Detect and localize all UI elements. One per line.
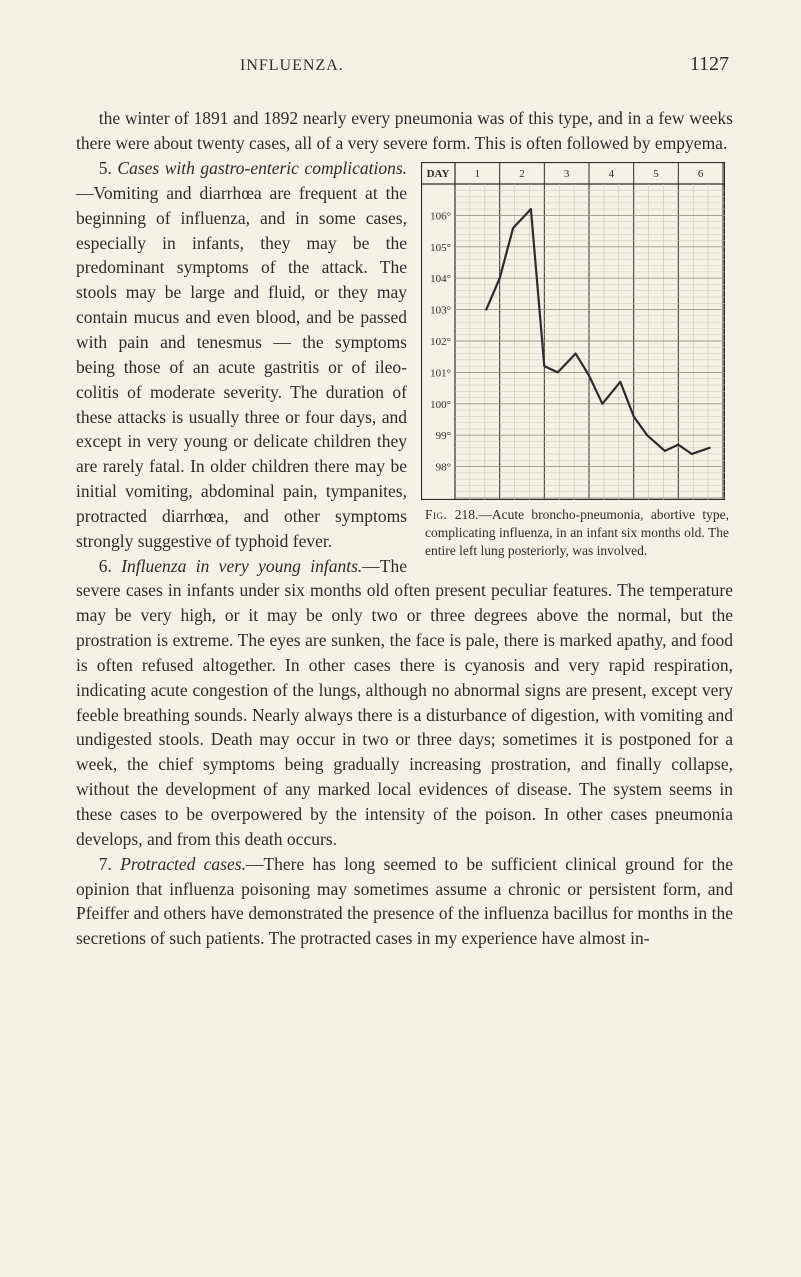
- p4-lead: 7.: [99, 854, 120, 874]
- page: INFLUENZA. 1127 the winter of 1891 and 1…: [0, 0, 801, 1277]
- p4-italic: Protracted cases.: [120, 854, 246, 874]
- chart-svg: DAY 1 2 3 4 5 6 106° 105° 104° 103° 102° 101° 100° 99°…: [421, 162, 725, 500]
- p3-italic: Influenza in very young infants.: [121, 556, 362, 576]
- figure-caption: Fig. 218.—Acute broncho-pneumonia, abort…: [421, 506, 733, 559]
- svg-text:100°: 100°: [430, 399, 451, 411]
- svg-text:104°: 104°: [430, 273, 451, 285]
- svg-text:5: 5: [653, 168, 659, 180]
- svg-text:4: 4: [609, 168, 615, 180]
- svg-text:3: 3: [564, 168, 570, 180]
- caption-text: 218.—Acute broncho-pneumonia, abortive t…: [425, 507, 729, 558]
- svg-text:99°: 99°: [436, 430, 451, 442]
- svg-text:105°: 105°: [430, 242, 451, 254]
- p3-rest: —The severe cases in infants under six m…: [76, 556, 733, 849]
- body-text: the winter of 1891 and 1892 nearly every…: [76, 106, 733, 951]
- svg-text:98°: 98°: [436, 462, 451, 474]
- svg-text:103°: 103°: [430, 305, 451, 317]
- p2-lead: 5.: [99, 158, 118, 178]
- svg-text:2: 2: [519, 168, 525, 180]
- paragraph-4: 7. Protracted cases.—There has long seem…: [76, 852, 733, 951]
- page-number: 1127: [690, 50, 729, 78]
- page-header: INFLUENZA. 1127: [76, 50, 733, 78]
- running-head: INFLUENZA.: [240, 55, 344, 78]
- temperature-chart: DAY 1 2 3 4 5 6 106° 105° 104° 103° 102° 101° 100° 99°…: [421, 162, 733, 500]
- svg-text:106°: 106°: [430, 210, 451, 222]
- caption-label: Fig.: [425, 507, 447, 522]
- figure-block: DAY 1 2 3 4 5 6 106° 105° 104° 103° 102° 101° 100° 99°…: [421, 162, 733, 559]
- svg-text:101°: 101°: [430, 367, 451, 379]
- svg-text:DAY: DAY: [427, 168, 450, 180]
- paragraph-1: the winter of 1891 and 1892 nearly every…: [76, 106, 733, 156]
- svg-text:6: 6: [698, 168, 704, 180]
- p2-italic: Cases with gastro-enteric complications.: [117, 158, 407, 178]
- p2-rest: —Vomiting and diarrhœa are frequent at t…: [76, 183, 407, 551]
- p3-lead: 6.: [99, 556, 121, 576]
- paragraph-3: 6. Influenza in very young infants.—The …: [76, 554, 733, 852]
- svg-text:102°: 102°: [430, 336, 451, 348]
- svg-text:1: 1: [475, 168, 481, 180]
